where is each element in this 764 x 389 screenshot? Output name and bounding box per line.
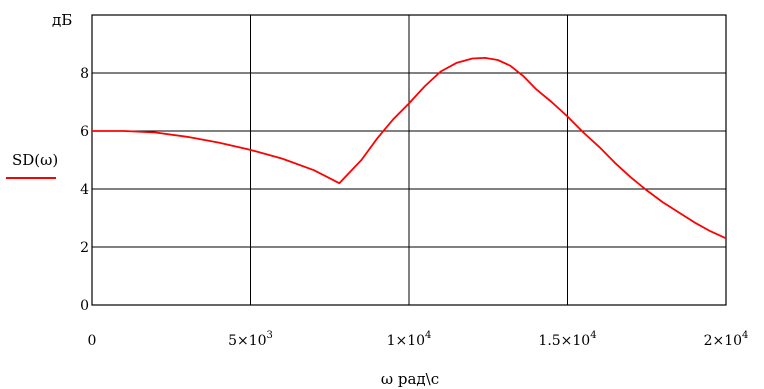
series-layer [92,57,727,240]
x-tick-label: 1.5×104 [538,330,596,349]
series-line [92,57,727,240]
y-tick-label: 8 [80,66,89,82]
grid [91,14,727,306]
tick-labels: 0 2 4 6 8 0 5×103 1×104 1.5×104 2×104 [80,66,748,349]
y-unit-label: дБ [52,11,72,29]
y-tick-label: 6 [80,124,89,140]
x-tick-label: 2×104 [704,330,749,349]
legend-label: SD(ω) [12,151,58,169]
x-tick-label: 0 [88,333,97,349]
y-tick-label: 0 [80,298,89,314]
x-tick-label: 1×104 [387,330,432,349]
x-tick-label: 5×103 [228,330,273,349]
y-tick-label: 2 [80,240,89,256]
x-axis-label: ω рад\с [381,370,439,388]
y-tick-label: 4 [80,182,89,198]
